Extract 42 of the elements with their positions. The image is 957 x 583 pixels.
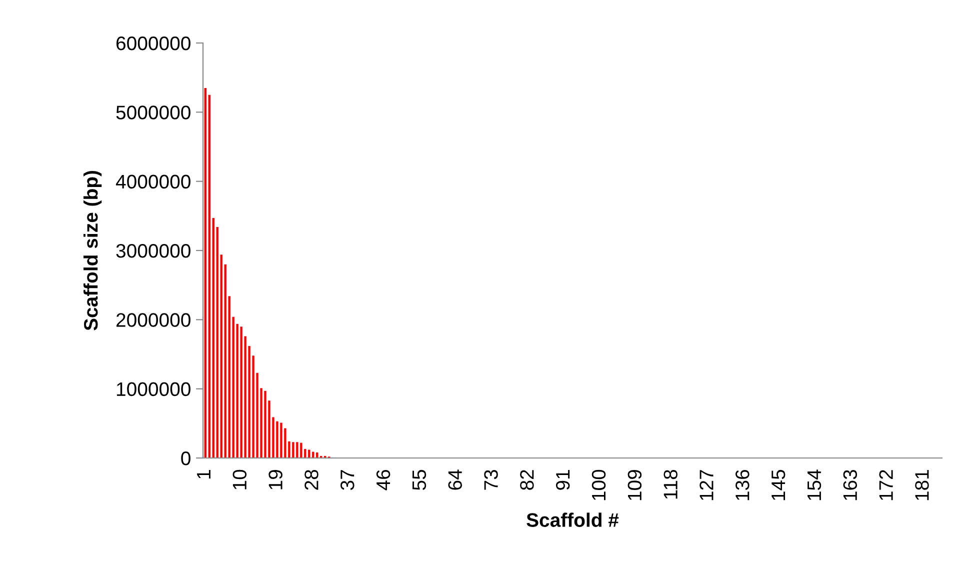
bar	[300, 442, 302, 458]
x-tick-label: 46	[376, 470, 390, 490]
bar	[280, 422, 282, 458]
bar	[204, 88, 206, 458]
y-tick-label: 2000000	[116, 313, 190, 327]
bar	[264, 390, 266, 458]
bar	[220, 254, 222, 458]
y-tick-label: 4000000	[116, 174, 190, 189]
bar	[296, 442, 298, 458]
y-tick-label: 3000000	[116, 244, 190, 258]
x-tick-label: 145	[772, 470, 786, 500]
x-tick-label: 118	[664, 470, 678, 499]
bar	[240, 326, 242, 458]
y-tick-label: 5000000	[116, 106, 190, 120]
x-tick-label: 172	[879, 470, 893, 500]
x-tick-label: 91	[556, 470, 570, 490]
x-tick-label: 64	[448, 470, 462, 490]
x-tick-label: 73	[484, 470, 498, 490]
x-tick-label: 55	[412, 470, 426, 490]
bar	[292, 442, 294, 458]
x-axis-title: Scaffold #	[526, 512, 619, 527]
y-tick-label: 6000000	[116, 36, 190, 50]
x-tick-label: 100	[592, 470, 606, 500]
x-tick-label: 136	[736, 470, 750, 500]
x-tick-label: 19	[268, 470, 282, 490]
x-tick-label: 82	[520, 470, 534, 490]
bar	[208, 94, 210, 458]
y-tick-label: 0	[181, 451, 190, 466]
x-tick-label: 154	[808, 470, 822, 500]
bar	[276, 421, 278, 458]
bar	[212, 218, 214, 458]
x-tick-label: 109	[628, 470, 642, 500]
x-tick-label: 37	[340, 470, 354, 490]
x-tick-label: 163	[843, 470, 858, 500]
x-tick-label: 127	[700, 470, 714, 500]
x-tick-label: 181	[915, 470, 929, 500]
x-tick-label: 28	[304, 470, 318, 490]
x-tick-label: 10	[232, 470, 247, 490]
y-tick-label: 1000000	[116, 382, 190, 396]
x-tick-label: 1	[197, 470, 210, 478]
bar	[216, 226, 218, 458]
y-axis-title: Scaffold size (bp)	[83, 170, 102, 330]
